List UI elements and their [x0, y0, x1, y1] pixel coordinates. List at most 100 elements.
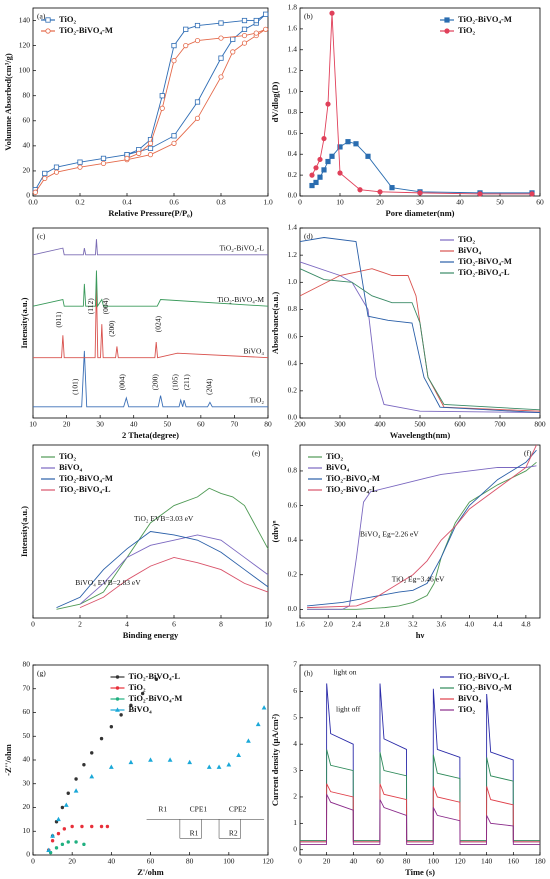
series-line: [311, 141, 532, 194]
data-point: [171, 58, 177, 64]
data-point: [194, 99, 201, 105]
data-point: [218, 35, 224, 41]
data-point: [74, 840, 78, 844]
series-line: [33, 350, 268, 408]
x-tick-label: 0.2: [75, 198, 85, 207]
x-tick-label: 0.8: [216, 198, 226, 207]
data-point: [115, 707, 120, 712]
data-point: [109, 725, 114, 729]
annotation: (200): [107, 320, 116, 337]
data-point: [119, 713, 123, 717]
data-point: [90, 751, 94, 755]
data-point: [325, 158, 331, 165]
x-tick-label: 30: [96, 420, 104, 429]
series-line: [300, 794, 540, 845]
x-tick-label: 3.2: [408, 620, 418, 629]
data-point: [140, 691, 145, 696]
data-point: [50, 839, 55, 843]
y-tick-label: 0.8: [288, 107, 298, 116]
data-point: [253, 30, 259, 36]
legend-label: TiO₂: [59, 14, 76, 24]
legend-label: BiVO₄: [129, 704, 153, 714]
x-tick-label: 10: [264, 620, 272, 629]
x-tick-label: 0.4: [122, 198, 132, 207]
data-point: [321, 135, 327, 142]
data-point: [263, 26, 269, 32]
annotation: R1: [190, 828, 199, 837]
y-tick-label: 0.6: [288, 331, 298, 340]
x-tick-label: 600: [454, 420, 466, 429]
panel-label: (c): [37, 232, 46, 241]
y-tick-label: 0: [293, 844, 297, 853]
legend-label: TiO₂-BiVO₄-M: [129, 693, 183, 703]
y-axis-label: Intensity(a.u.): [19, 506, 29, 557]
series-line: [307, 461, 537, 610]
x-tick-label: 60: [536, 198, 544, 207]
y-tick-label: 5: [293, 712, 297, 721]
legend-label: TiO₂-BiVO₄-M: [458, 682, 512, 692]
x-tick-label: 2.8: [380, 620, 390, 629]
legend-label: TiO₂-BiVO₄-M: [458, 256, 512, 266]
x-tick-label: 20: [376, 198, 384, 207]
data-point: [226, 762, 232, 767]
y-tick-label: 20: [23, 802, 31, 811]
y-tick-label: 0.6: [288, 500, 298, 509]
data-point: [246, 738, 251, 743]
x-tick-label: 1.0: [263, 198, 273, 207]
data-point: [171, 140, 177, 146]
data-point: [129, 703, 133, 708]
series-line: [56, 487, 269, 610]
plot-frame: [32, 227, 269, 419]
annotation: light off: [336, 705, 361, 714]
x-axis-label: Wavelength(nm): [390, 430, 451, 440]
data-point: [54, 846, 59, 850]
x-tick-label: 400: [374, 420, 386, 429]
x-tick-label: 60: [197, 420, 205, 429]
annotation: BiVO₄ Eg=2.26 eV: [360, 530, 419, 539]
y-tick-label: 2: [293, 792, 297, 801]
series-line: [300, 749, 540, 841]
y-tick-label: 6: [293, 686, 297, 695]
data-point: [77, 159, 83, 165]
data-point: [60, 842, 65, 847]
data-point: [154, 677, 159, 681]
y-axis-label: Volumme Absorbed(cm³/g): [3, 53, 13, 151]
plot-frame: [32, 444, 269, 619]
y-tick-label: 0.4: [288, 149, 298, 158]
annotation: (211): [182, 374, 191, 390]
x-tick-label: 4.8: [521, 620, 531, 629]
series-line: [34, 28, 266, 193]
x-tick-label: 500: [414, 420, 426, 429]
data-point: [194, 37, 201, 44]
legend-label: TiO₂-BiVO₄-L: [129, 671, 181, 681]
y-tick-label: 1.2: [288, 250, 298, 259]
data-point: [45, 28, 51, 34]
series-line: [32, 239, 268, 256]
data-point: [53, 164, 60, 170]
x-tick-label: 50: [496, 198, 504, 207]
data-point: [115, 686, 120, 690]
data-point: [99, 736, 104, 741]
data-point: [337, 170, 343, 176]
y-axis-label: -Z''/ohm: [3, 744, 13, 776]
data-point: [50, 833, 55, 838]
series-line: [307, 444, 537, 609]
y-tick-label: 0.4: [288, 535, 298, 544]
data-point: [82, 763, 86, 767]
data-point: [108, 764, 114, 769]
x-tick-label: 8: [219, 620, 223, 629]
x-tick-label: 3.6: [436, 620, 446, 629]
x-tick-label: 20: [68, 857, 76, 866]
x-tick-label: 120: [262, 857, 274, 866]
legend-label: TiO₂: [458, 704, 475, 714]
data-point: [194, 22, 201, 29]
x-tick-label: 0: [31, 620, 35, 629]
data-point: [218, 20, 224, 26]
data-point: [241, 40, 248, 46]
data-point: [62, 827, 67, 831]
x-tick-label: 0: [298, 857, 302, 866]
data-point: [183, 26, 189, 32]
data-point: [100, 160, 107, 167]
data-point: [345, 139, 351, 145]
panel-label: (g): [37, 669, 46, 678]
